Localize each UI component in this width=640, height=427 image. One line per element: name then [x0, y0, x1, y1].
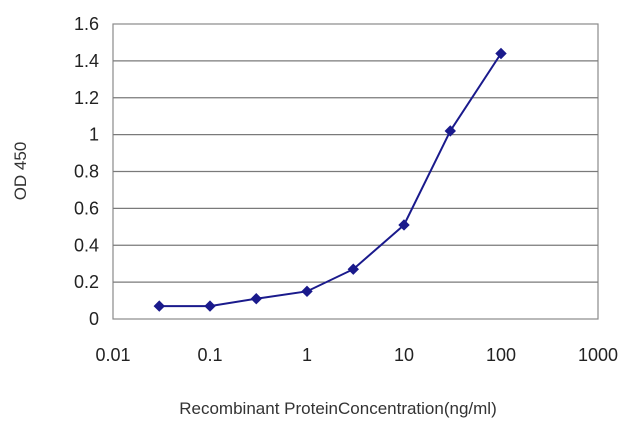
y-tick-label: 1.4	[74, 51, 99, 71]
y-tick-label: 0	[89, 309, 99, 329]
grid-lines	[113, 60, 598, 283]
series-line	[159, 52, 502, 308]
data-point	[250, 293, 262, 305]
data-point	[301, 285, 313, 298]
y-tick-labels: 0 0.2 0.4 0.6 0.8 1 1.2 1.4 1.6	[74, 14, 99, 329]
data-point	[495, 47, 507, 60]
x-tick-label: 0.1	[197, 345, 222, 365]
x-tick-label: 0.01	[95, 345, 130, 365]
x-axis-title: Recombinant ProteinConcentration(ng/ml)	[179, 399, 497, 418]
data-point	[153, 300, 165, 312]
data-point	[398, 219, 410, 231]
data-point	[444, 125, 456, 137]
x-tick-label: 100	[486, 345, 516, 365]
y-tick-label: 0.2	[74, 272, 99, 292]
y-tick-label: 1.6	[74, 14, 99, 34]
y-axis-title: OD 450	[11, 142, 30, 201]
data-point	[347, 263, 359, 275]
x-tick-label: 1000	[578, 345, 618, 365]
data-point	[204, 300, 216, 312]
y-tick-label: 0.8	[74, 162, 99, 182]
y-tick-label: 0.4	[74, 235, 99, 255]
x-tick-labels: 0.01 0.1 1 10 100 1000	[95, 345, 618, 365]
y-tick-label: 0.6	[74, 198, 99, 218]
y-tick-label: 1	[89, 125, 99, 145]
x-tick-label: 1	[302, 345, 312, 365]
x-tick-label: 10	[394, 345, 414, 365]
y-tick-label: 1.2	[74, 88, 99, 108]
series-layer	[153, 47, 507, 312]
